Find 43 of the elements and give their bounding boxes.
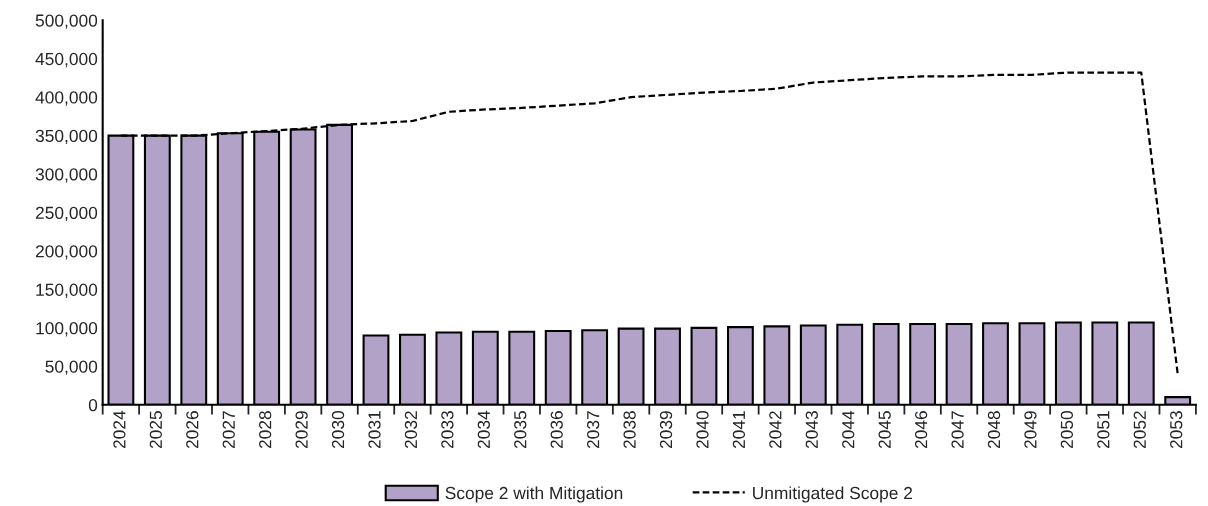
- x-tick-label: 2029: [295, 411, 308, 449]
- y-tick-label: 350,000: [35, 129, 98, 145]
- x-tick-label: 2027: [222, 411, 235, 449]
- x-tick-label: 2050: [1060, 411, 1074, 449]
- y-tick-label: 300,000: [35, 168, 98, 183]
- y-tick-label: 50,000: [45, 360, 98, 375]
- x-tick-label: 2049: [1024, 411, 1037, 449]
- y-tick-label: 450,000: [35, 52, 98, 68]
- y-tick-label: 200,000: [35, 245, 98, 260]
- y-tick-label: 500,000: [35, 14, 98, 29]
- y-tick-label: 100,000: [36, 322, 98, 337]
- x-tick-label: 2034: [477, 410, 490, 449]
- x-tick-label: 2046: [914, 411, 928, 449]
- x-tick-label: 2028: [259, 411, 272, 449]
- y-tick-label: 150,000: [36, 283, 98, 298]
- x-tick-label: 2040: [696, 411, 709, 449]
- y-tick-label: 400,000: [35, 91, 98, 106]
- x-tick-label: 2026: [186, 411, 199, 449]
- legend-label: Unmitigated Scope 2: [753, 486, 913, 503]
- x-tick-label: 2025: [149, 411, 162, 449]
- x-tick-label: 2052: [1133, 411, 1146, 449]
- x-tick-label: 2033: [441, 411, 454, 449]
- x-tick-label: 2039: [659, 411, 673, 449]
- x-tick-label: 2051: [1097, 411, 1110, 449]
- x-tick-label: 2053: [1170, 411, 1183, 449]
- legend-label: Scope 2 with Mitigation: [445, 486, 623, 503]
- x-tick-label: 2047: [951, 411, 964, 449]
- x-tick-label: 2038: [623, 411, 636, 449]
- x-tick-label: 2031: [368, 411, 381, 449]
- y-tick-label: 0: [88, 398, 98, 412]
- x-tick-label: 2030: [331, 411, 345, 449]
- x-tick-label: 2036: [550, 411, 563, 449]
- x-tick-label: 2024: [113, 410, 126, 449]
- x-tick-label: 2032: [404, 411, 418, 449]
- y-tick-label: 250,000: [35, 206, 98, 222]
- x-tick-label: 2043: [805, 411, 818, 449]
- x-tick-label: 2041: [732, 411, 746, 449]
- x-tick-label: 2035: [514, 411, 527, 449]
- x-tick-label: 2048: [987, 411, 1001, 449]
- x-tick-label: 2045: [878, 411, 891, 449]
- x-tick-label: 2042: [769, 411, 782, 449]
- x-tick-label: 2044: [842, 410, 855, 449]
- x-tick-label: 2037: [587, 411, 600, 449]
